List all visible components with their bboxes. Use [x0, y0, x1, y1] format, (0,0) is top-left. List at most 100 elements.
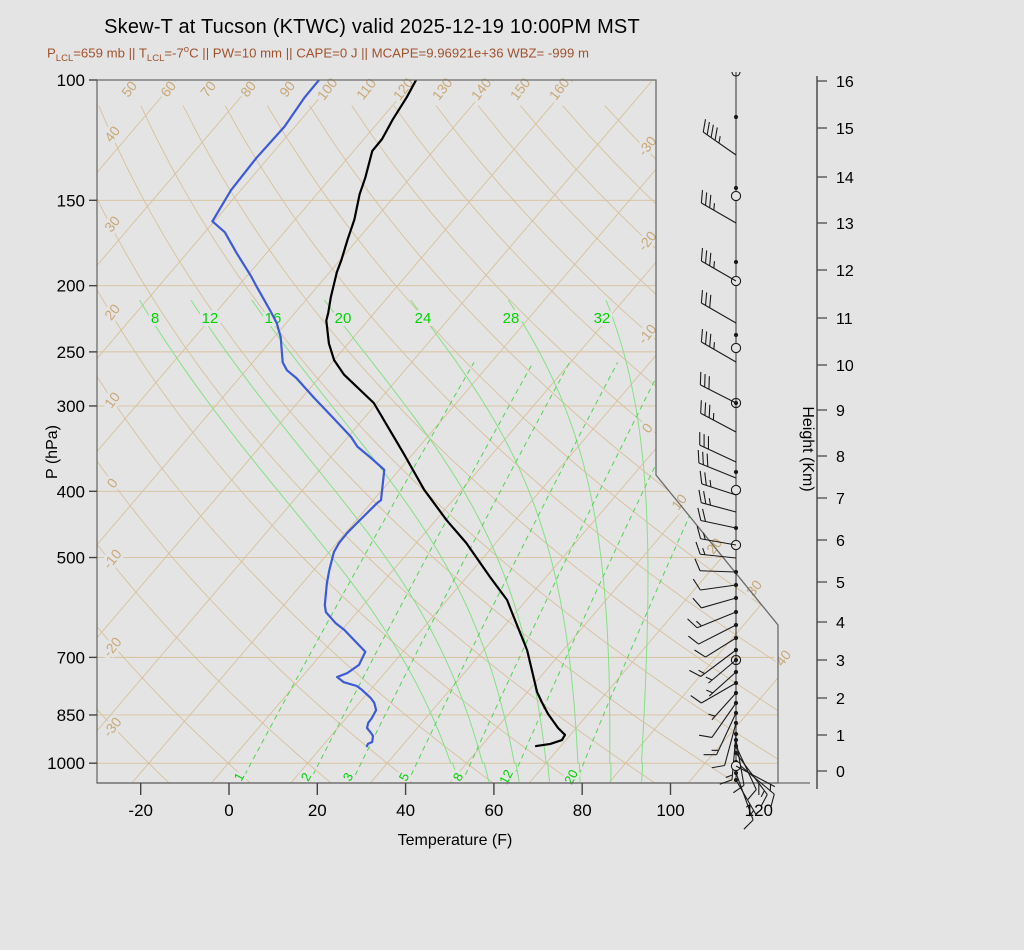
- wind-barb-stem: [700, 519, 737, 529]
- dry-adiabat-label: 30: [101, 213, 123, 235]
- wind-barb-stem: [701, 202, 737, 224]
- pressure-tick-label: 200: [57, 277, 85, 296]
- barb-tick-half: [713, 203, 715, 211]
- barb-tick-full: [710, 124, 714, 138]
- moist-adiabat-line: [190, 299, 490, 783]
- wind-barb-stem: [700, 649, 737, 677]
- level-dot: [733, 332, 739, 338]
- barb-tick-full: [700, 248, 704, 262]
- dry-adiabat-line: [97, 105, 332, 783]
- wind-barb-stem: [701, 502, 737, 513]
- wind-barb-stem: [700, 412, 737, 433]
- barb-tick-half: [698, 669, 705, 675]
- barb-tick-full: [698, 489, 702, 503]
- wind-barb-stem: [705, 637, 737, 658]
- subtitle-segment: o: [183, 44, 190, 55]
- wind-barb-stem: [700, 553, 737, 559]
- pressure-tick-label: 100: [57, 71, 85, 90]
- barb-tick-full: [743, 819, 754, 830]
- dry-adiabat-line: [97, 105, 575, 783]
- dry-adiabat-line: [98, 105, 737, 783]
- level-circle: [730, 654, 742, 666]
- subtitle-segment: P: [47, 45, 56, 61]
- wind-barb-stem: [700, 584, 737, 591]
- moist-adiabat-line: [507, 299, 612, 782]
- mixing-ratio-label: 8: [450, 770, 467, 783]
- background-grid: [97, 80, 778, 783]
- barb-tick-full: [711, 764, 725, 769]
- dry-adiabat-line: [477, 105, 778, 783]
- moist-adiabat-label: 32: [594, 310, 611, 327]
- barb-tick-full: [695, 541, 701, 555]
- sounding-curves: [211, 80, 567, 748]
- wind-barb-stem: [735, 779, 757, 815]
- wind-barb-stem: [696, 611, 737, 629]
- plot-frame: [96, 79, 810, 784]
- barb-tick-full: [733, 784, 745, 794]
- wind-barb-stem: [698, 462, 737, 479]
- isotherm-line: [608, 80, 778, 783]
- level-dot: [733, 469, 739, 475]
- level-dot: [733, 114, 739, 120]
- moist-adiabat-label: 20: [335, 310, 352, 327]
- dry-adiabat-label: 110: [353, 75, 379, 103]
- isotherm-line: [97, 80, 177, 783]
- wind-barb-stem: [735, 772, 754, 821]
- height-tick-label: 2: [836, 691, 845, 708]
- height-tick-label: 10: [836, 358, 854, 375]
- wind-barb-stem: [698, 624, 737, 645]
- chart-title: Skew-T at Tucson (KTWC) valid 2025-12-19…: [104, 16, 640, 38]
- x-axis-tick-label: -20: [128, 801, 153, 820]
- dry-adiabat-line: [519, 105, 778, 783]
- barb-tick-full: [689, 669, 702, 677]
- dry-adiabat-line: [393, 105, 778, 783]
- subtitle-segment: C || PW=10 mm || CAPE=0 J || MCAPE=9.969…: [189, 45, 589, 61]
- wind-barb-stem: [701, 260, 737, 282]
- wind-barb-stem: [702, 131, 737, 156]
- dry-adiabat-label: 0: [103, 475, 121, 491]
- barb-tick-full: [719, 779, 733, 785]
- subtitle-segment: LCL: [146, 53, 165, 65]
- pressure-tick-label: 150: [57, 191, 85, 210]
- dry-adiabat-line: [97, 105, 413, 783]
- pressure-tick-label: 400: [57, 482, 85, 501]
- isotherm-line: [687, 80, 778, 783]
- barb-tick-full: [704, 472, 707, 486]
- wind-barb-stem: [735, 765, 776, 788]
- barb-tick-half: [713, 342, 715, 350]
- pressure-tick-label: 700: [57, 648, 85, 667]
- level-circle: [730, 397, 742, 409]
- mixing-ratio-label: 20: [561, 767, 581, 787]
- height-tick-label: 12: [836, 263, 854, 280]
- wind-barb-stem: [735, 745, 757, 790]
- wind-barb-stem: [701, 302, 737, 324]
- pressure-tick-label: 500: [57, 549, 85, 568]
- height-tick-label: 13: [836, 216, 854, 233]
- dry-adiabat-label: 60: [157, 78, 179, 100]
- level-circle: [730, 190, 742, 202]
- barb-tick-full: [699, 734, 713, 738]
- mixing-ratio-line: [406, 362, 619, 783]
- mixing-ratio-label: 3: [340, 770, 357, 783]
- x-axis-tick-label: 100: [656, 801, 684, 820]
- wind-barb-stem: [735, 761, 775, 795]
- mixing-ratio-label: 5: [396, 770, 413, 783]
- barb-tick-full: [700, 329, 704, 343]
- isotherm-line: [290, 80, 778, 783]
- wind-barb-stem: [700, 384, 737, 404]
- moist-adiabat-label: 8: [151, 310, 159, 327]
- subtitle-segment: =-7: [164, 45, 184, 61]
- x-axis-tick-label: 40: [396, 801, 415, 820]
- wind-barb-stem: [711, 702, 737, 738]
- staff-top-marker: [731, 71, 741, 77]
- height-tick-label: 9: [836, 403, 845, 420]
- barb-tick-half: [713, 261, 715, 269]
- mixing-ratio-line: [461, 362, 665, 783]
- height-axis-title: Height (Km): [799, 406, 816, 491]
- barb-tick-half: [749, 810, 755, 817]
- height-tick-label: 15: [836, 121, 854, 138]
- barb-tick-full: [709, 333, 712, 347]
- x-axis-tick-label: 20: [308, 801, 327, 820]
- dry-adiabat-label: 80: [237, 78, 259, 100]
